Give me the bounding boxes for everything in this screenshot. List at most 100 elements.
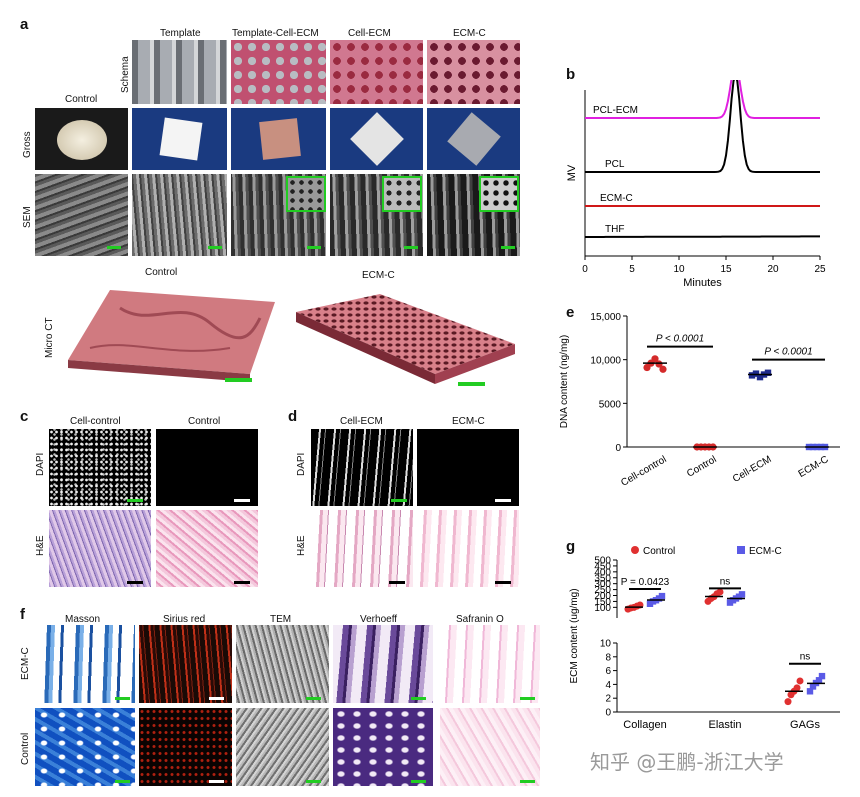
chart-b-series-line bbox=[585, 80, 820, 173]
chart-g-upper-y-tick-label: 100 bbox=[594, 603, 611, 614]
chart-b-series-line bbox=[585, 235, 820, 238]
microct-control-label: Control bbox=[145, 267, 178, 278]
chart-g-point bbox=[784, 698, 792, 706]
dapi-control-image bbox=[156, 429, 258, 506]
panel-c-row-dapi: DAPI bbox=[35, 452, 46, 476]
sem-ecm-c-image bbox=[427, 174, 520, 256]
chart-e-category-label: Control bbox=[685, 454, 718, 480]
schema-cell-ecm-image bbox=[330, 40, 423, 104]
watermark-text: 知乎 @王鹏-浙江大学 bbox=[590, 750, 784, 774]
panel-c-letter: c bbox=[20, 408, 29, 425]
sirius-red-ecm-c-image bbox=[139, 625, 232, 703]
chart-e-point bbox=[756, 373, 764, 381]
chart-e-y-tick-label: 0 bbox=[615, 443, 621, 454]
tem-control-image bbox=[236, 708, 329, 786]
chart-g-significance-label: ns bbox=[800, 652, 811, 663]
tem-ecm-c-image bbox=[236, 625, 329, 703]
chart-g-upper-y-tick-label: 350 bbox=[594, 573, 611, 584]
col-header-template-cell-ecm: Template-Cell-ECM bbox=[232, 28, 319, 39]
panel-b-letter: b bbox=[566, 66, 576, 83]
safranin-o-ecm-c-image bbox=[440, 625, 540, 703]
control-label: Control bbox=[65, 94, 98, 105]
chart-b: 0 5 10 15 20 25 Minutes MV PCL-ECM PCL ECM-C THF bbox=[566, 80, 826, 289]
panel-f-letter: f bbox=[20, 606, 25, 623]
chart-g-category-label: Elastin bbox=[708, 719, 741, 731]
chart-b-y-axis-label: MV bbox=[566, 164, 578, 181]
chart-g-upper-y-tick-label: 250 bbox=[594, 585, 611, 596]
col-header-cell-ecm: Cell-ECM bbox=[348, 28, 391, 39]
chart-g-point bbox=[796, 677, 804, 685]
chart-g-point bbox=[809, 683, 817, 690]
col-header-template: Template bbox=[160, 28, 201, 39]
chart-g-point bbox=[818, 672, 826, 680]
chart-e: 0 5000 10,000 15,000 DNA content (ng/mg) Cell… bbox=[559, 312, 840, 489]
chart-g-lower-y-tick-label: 6 bbox=[605, 666, 611, 677]
chart-g-upper-y-tick-label: 500 bbox=[594, 556, 611, 567]
microct-control-image bbox=[68, 290, 275, 382]
gross-control-image bbox=[35, 108, 128, 170]
chart-g-category-label: GAGs bbox=[790, 719, 820, 731]
chart-e-point bbox=[655, 360, 663, 368]
chart-e-category-label: Cell-control bbox=[619, 454, 668, 489]
chart-b-x-tick-label: 15 bbox=[720, 264, 732, 275]
chart-e-y-axis-label: DNA content (ng/mg) bbox=[559, 335, 570, 428]
he-cell-ecm-image bbox=[311, 510, 413, 587]
panel-f-row-ecm-c: ECM-C bbox=[20, 647, 31, 680]
schema-ecm-c-image bbox=[427, 40, 520, 104]
microct-ecm-c-image bbox=[296, 294, 515, 386]
chart-g-point bbox=[815, 677, 823, 684]
chart-g-legend-label: ECM-C bbox=[749, 546, 782, 557]
chart-g-lower-y-tick-label: 8 bbox=[605, 652, 611, 663]
chart-b-x-tick-label: 0 bbox=[582, 264, 588, 275]
chart-e-category-label: Cell-ECM bbox=[731, 454, 774, 485]
chart-b-series-line bbox=[585, 80, 820, 119]
panel-c-col-cell-control: Cell-control bbox=[70, 416, 121, 427]
chart-b-x-tick-label: 10 bbox=[673, 264, 685, 275]
panel-f-col-masson: Masson bbox=[65, 614, 101, 625]
panel-a-letter: a bbox=[20, 16, 29, 33]
panel-f-col-tem: TEM bbox=[270, 614, 292, 625]
chart-g-point bbox=[716, 588, 724, 596]
row-label-sem: SEM bbox=[22, 206, 33, 228]
panel-e-letter: e bbox=[566, 304, 575, 321]
chart-g-point bbox=[793, 684, 801, 692]
panel-c-row-he: H&E bbox=[35, 535, 46, 556]
gross-ecm-c-image bbox=[427, 108, 520, 170]
chart-g-legend-marker bbox=[631, 546, 639, 554]
chart-g-legend-marker bbox=[737, 546, 745, 554]
chart-g-y-axis-label: ECM content (ug/mg) bbox=[569, 588, 580, 683]
microct-ecm-c-label: ECM-C bbox=[362, 270, 395, 281]
chart-g-point bbox=[738, 591, 746, 598]
row-label-schema: Schema bbox=[120, 56, 131, 93]
chart-g-point bbox=[658, 592, 666, 600]
col-header-ecm-c: ECM-C bbox=[453, 28, 486, 39]
gross-template-image bbox=[132, 108, 227, 170]
chart-b-x-tick-label: 20 bbox=[767, 264, 779, 275]
chart-e-point bbox=[651, 355, 659, 363]
dapi-cell-control-image bbox=[49, 429, 151, 506]
chart-e-point bbox=[764, 369, 772, 376]
chart-e-point bbox=[659, 365, 667, 373]
safranin-o-control-image bbox=[440, 708, 540, 786]
chart-e-point bbox=[748, 372, 756, 379]
chart-b-series-label: THF bbox=[605, 224, 624, 235]
chart-e-significance-label: P < 0.0001 bbox=[764, 347, 812, 358]
chart-g-upper-y-tick-label: 150 bbox=[594, 597, 611, 608]
chart-g-legend-label: Control bbox=[643, 546, 675, 557]
chart-g-upper-y-tick-label: 300 bbox=[594, 579, 611, 590]
panel-d-row-he: H&E bbox=[296, 535, 307, 556]
panel-d-row-dapi: DAPI bbox=[296, 452, 307, 476]
sirius-red-control-image bbox=[139, 708, 232, 786]
he-cell-control-image bbox=[49, 510, 151, 587]
chart-b-series-label: ECM-C bbox=[600, 193, 633, 204]
sem-template-image bbox=[132, 174, 227, 256]
gross-template-cell-ecm-image bbox=[231, 108, 326, 170]
chart-e-y-tick-label: 10,000 bbox=[590, 356, 621, 367]
panel-d-col-cell-ecm: Cell-ECM bbox=[340, 416, 383, 427]
panel-c-col-control: Control bbox=[188, 416, 221, 427]
dapi-cell-ecm-image bbox=[311, 429, 413, 506]
chart-g-significance-label: P = 0.0423 bbox=[621, 577, 670, 588]
panel-g-letter: g bbox=[566, 538, 576, 555]
chart-b-x-axis-label: Minutes bbox=[683, 277, 722, 289]
